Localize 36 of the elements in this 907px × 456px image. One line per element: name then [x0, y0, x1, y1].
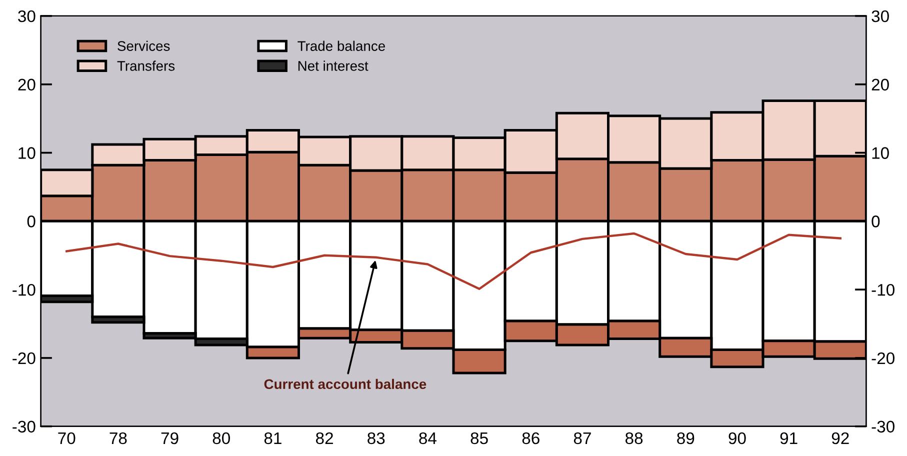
x-tick-label: 85 — [470, 432, 488, 444]
x-tick-label: 92 — [832, 432, 849, 444]
x-tick-label: 82 — [316, 432, 333, 444]
y2-tick-label: 30 — [872, 10, 889, 22]
legend-label: Trade balance — [298, 40, 385, 51]
x-tick-label: 90 — [728, 432, 746, 444]
x-tick-label: 80 — [212, 432, 230, 444]
y2-tick-label: 10 — [872, 147, 889, 159]
x-tick-label: 70 — [58, 432, 76, 444]
y2-tick-label: 20 — [872, 78, 889, 91]
x-tick-label: 84 — [419, 432, 436, 444]
legend-label: Net interest — [298, 60, 368, 71]
legend-label: Services — [118, 40, 170, 51]
y2-tick-label: -20 — [872, 352, 894, 364]
y-tick-label: -10 — [12, 284, 36, 296]
y2-tick-label: -30 — [872, 420, 894, 433]
y-tick-label: -20 — [12, 352, 36, 364]
y2-tick-label: 0 — [872, 216, 880, 228]
y-tick-label: -30 — [12, 420, 36, 433]
y-tick-label: 0 — [27, 216, 36, 228]
x-tick-label: 87 — [574, 432, 591, 444]
x-tick-label: 81 — [264, 432, 282, 444]
y2-tick-label: -10 — [872, 284, 894, 296]
x-tick-label: 83 — [368, 432, 385, 444]
x-tick-label: 79 — [161, 432, 178, 444]
x-tick-label: 86 — [522, 432, 540, 444]
legend-label: Transfers — [117, 60, 175, 71]
line-series — [66, 232, 842, 290]
x-tick-label: 91 — [780, 432, 798, 444]
x-tick-label: 88 — [626, 432, 643, 444]
y-tick-label: 20 — [18, 78, 36, 91]
x-tick-label: 78 — [110, 432, 127, 444]
x-tick-label: 89 — [677, 432, 694, 444]
y-tick-label: 30 — [18, 10, 36, 22]
y-tick-label: 10 — [18, 147, 36, 159]
annotation: Current account balance — [264, 378, 426, 390]
